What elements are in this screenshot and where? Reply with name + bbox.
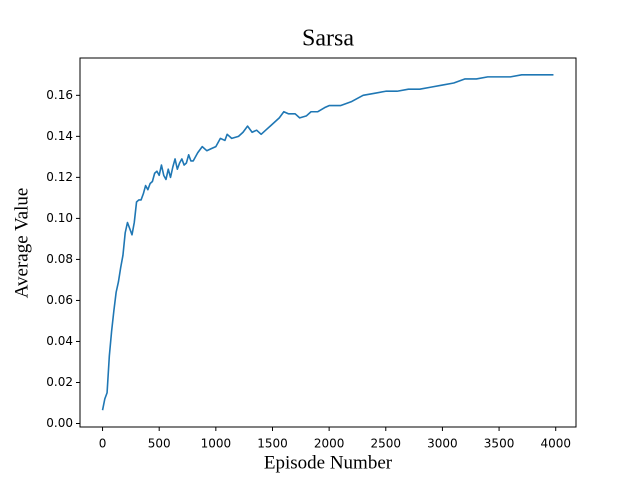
x-axis-label: Episode Number [264, 452, 393, 473]
x-tick-label: 1000 [201, 437, 232, 451]
x-tick-label: 1500 [257, 437, 288, 451]
y-axis-label: Average Value [11, 188, 32, 299]
x-tick-label: 2500 [371, 437, 402, 451]
x-tick-label: 0 [99, 437, 107, 451]
y-tick-label: 0.02 [46, 375, 73, 389]
y-tick-label: 0.06 [46, 293, 73, 307]
x-tick-label: 3000 [427, 437, 458, 451]
chart-title: Sarsa [302, 26, 354, 52]
x-tick-label: 3500 [484, 437, 515, 451]
y-tick-label: 0.00 [46, 416, 73, 430]
y-tick-label: 0.10 [46, 211, 73, 225]
y-tick-label: 0.04 [46, 334, 73, 348]
y-tick-label: 0.16 [46, 88, 73, 102]
x-tick-label: 2000 [314, 437, 345, 451]
x-tick-label: 4000 [540, 437, 571, 451]
plot-frame [79, 57, 577, 428]
y-tick-label: 0.12 [46, 170, 73, 184]
x-tick-label: 500 [148, 437, 171, 451]
y-tick-label: 0.14 [46, 129, 73, 143]
y-tick-label: 0.08 [46, 252, 73, 266]
data-line [101, 74, 554, 411]
